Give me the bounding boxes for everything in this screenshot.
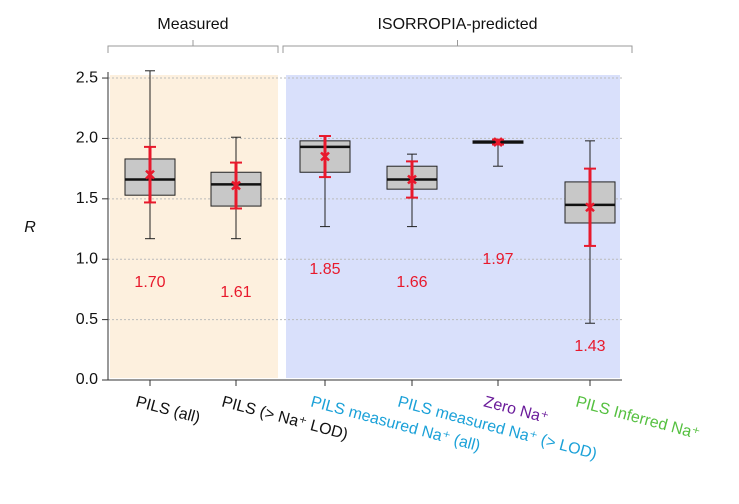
mean-label: 1.97 (482, 251, 513, 268)
mean-label: 1.43 (574, 338, 605, 355)
y-tick-label: 1.0 (76, 250, 98, 267)
group-bracket (282, 40, 633, 53)
mean-marker (493, 137, 503, 147)
mean-marker (231, 180, 241, 191)
y-tick-label: 2.5 (76, 69, 98, 86)
y-tick-label: 2.0 (76, 130, 98, 147)
mean-label: 1.61 (220, 284, 251, 301)
group-shading (286, 75, 620, 378)
group-label: Measured (157, 16, 228, 33)
group-shading (110, 75, 278, 378)
y-tick-label: 0.0 (76, 371, 98, 388)
mean-label: 1.70 (134, 274, 165, 291)
mean-marker (407, 174, 417, 185)
group-bracket (107, 40, 279, 53)
y-tick-label: 1.5 (76, 190, 98, 207)
y-tick-label: 0.5 (76, 311, 98, 328)
mean-marker (585, 202, 595, 213)
mean-marker (320, 151, 330, 162)
mean-label: 1.85 (309, 261, 340, 278)
y-axis-label: R (24, 219, 36, 236)
group-label: ISORROPIA-predicted (377, 16, 537, 33)
x-tick-label: PILS (all) (134, 394, 202, 427)
x-tick-label: PILS Inferred Na⁺ (574, 394, 702, 443)
mean-marker (145, 169, 155, 180)
mean-label: 1.66 (396, 274, 427, 291)
